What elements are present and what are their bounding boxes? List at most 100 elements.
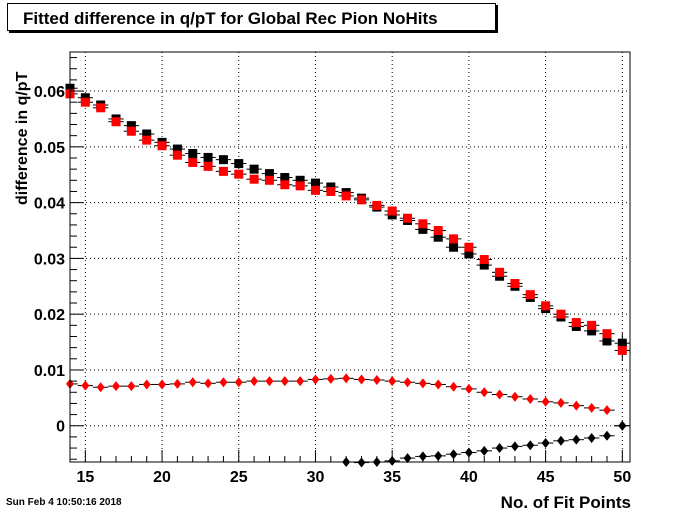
data-point — [618, 420, 627, 431]
data-point — [96, 382, 105, 393]
x-tick-label: 15 — [76, 469, 94, 486]
data-point — [172, 150, 182, 160]
data-point — [556, 309, 566, 319]
y-tick-label: 0 — [56, 419, 65, 436]
data-point — [572, 434, 581, 445]
data-point — [234, 377, 243, 388]
data-point — [495, 267, 505, 277]
data-point — [234, 159, 244, 169]
data-point — [587, 433, 596, 444]
x-tick-label: 45 — [537, 469, 555, 486]
data-point — [449, 242, 459, 252]
data-point — [280, 173, 290, 183]
data-point — [372, 200, 382, 210]
data-point — [111, 117, 121, 127]
data-point — [372, 375, 381, 385]
data-point — [510, 278, 520, 288]
x-tick-label: 40 — [460, 469, 478, 486]
data-point — [602, 329, 612, 339]
data-point — [188, 149, 198, 159]
y-tick-label: 0.02 — [34, 307, 65, 324]
series-2 — [65, 89, 630, 361]
data-point — [418, 378, 427, 389]
y-tick-label: 0.04 — [34, 196, 65, 213]
data-point — [188, 157, 198, 167]
data-point — [572, 400, 581, 411]
data-point — [326, 373, 335, 384]
data-point — [204, 378, 213, 389]
data-point — [464, 242, 474, 252]
data-point — [310, 185, 320, 195]
data-point — [479, 260, 489, 270]
data-point — [480, 445, 489, 456]
data-point — [617, 345, 627, 355]
data-point — [464, 383, 473, 394]
data-point — [203, 152, 213, 162]
x-tick-label: 20 — [153, 469, 171, 486]
data-point — [357, 195, 367, 205]
grid-lines — [70, 52, 630, 462]
data-point — [234, 169, 244, 179]
data-point — [81, 380, 90, 391]
tick-labels: 15 20 25 30 35 40 45 50 0 0.01 0.02 0.03 0.04 0.05 0.0… — [34, 84, 631, 486]
axis-ticks — [69, 57, 623, 462]
data-point — [495, 389, 504, 400]
data-point — [126, 121, 136, 131]
data-point — [480, 387, 489, 398]
data-point — [250, 376, 259, 387]
data-point — [418, 219, 428, 229]
data-point — [296, 376, 305, 387]
data-point — [157, 141, 167, 151]
data-point — [158, 379, 167, 390]
data-point — [342, 373, 351, 384]
data-point — [218, 166, 228, 176]
data-point — [280, 180, 290, 190]
data-point — [264, 175, 274, 185]
data-points — [65, 83, 630, 468]
data-point — [587, 326, 597, 336]
data-point — [433, 226, 443, 236]
x-tick-label: 30 — [307, 469, 325, 486]
chart-title: Fitted difference in q/pT for Global Rec… — [23, 9, 438, 28]
data-point — [556, 435, 565, 446]
data-point — [403, 377, 412, 388]
data-point — [172, 144, 182, 154]
data-point — [387, 206, 397, 216]
data-point — [434, 379, 443, 390]
data-point — [280, 376, 289, 387]
data-point — [587, 402, 596, 413]
data-point — [388, 376, 397, 387]
data-point — [112, 381, 121, 392]
data-point — [525, 290, 535, 300]
y-axis-label: difference in q/pT — [14, 71, 31, 205]
data-point — [587, 320, 597, 330]
series-3 — [66, 373, 630, 431]
data-point — [357, 457, 366, 468]
data-point — [142, 135, 152, 145]
data-point — [449, 234, 459, 244]
data-point — [403, 213, 413, 223]
data-point — [203, 161, 213, 171]
data-point — [541, 396, 550, 407]
data-point — [434, 450, 443, 461]
y-tick-label: 0.06 — [34, 84, 65, 101]
data-point — [295, 175, 305, 185]
data-point — [295, 181, 305, 191]
data-point — [556, 397, 565, 408]
chart-title-box: Fitted difference in q/pT for Global Rec… — [7, 3, 496, 31]
y-tick-label: 0.03 — [34, 251, 65, 268]
data-point — [357, 374, 366, 385]
data-point — [249, 174, 259, 184]
data-point — [510, 441, 519, 452]
series-4 — [338, 420, 630, 468]
data-point — [449, 449, 458, 460]
timestamp: Sun Feb 4 10:50:16 2018 — [6, 497, 122, 508]
data-point — [265, 376, 274, 387]
data-point — [188, 377, 197, 388]
data-point — [433, 232, 443, 242]
data-point — [541, 438, 550, 449]
data-point — [479, 255, 489, 265]
data-point — [326, 186, 336, 196]
data-point — [142, 379, 151, 390]
